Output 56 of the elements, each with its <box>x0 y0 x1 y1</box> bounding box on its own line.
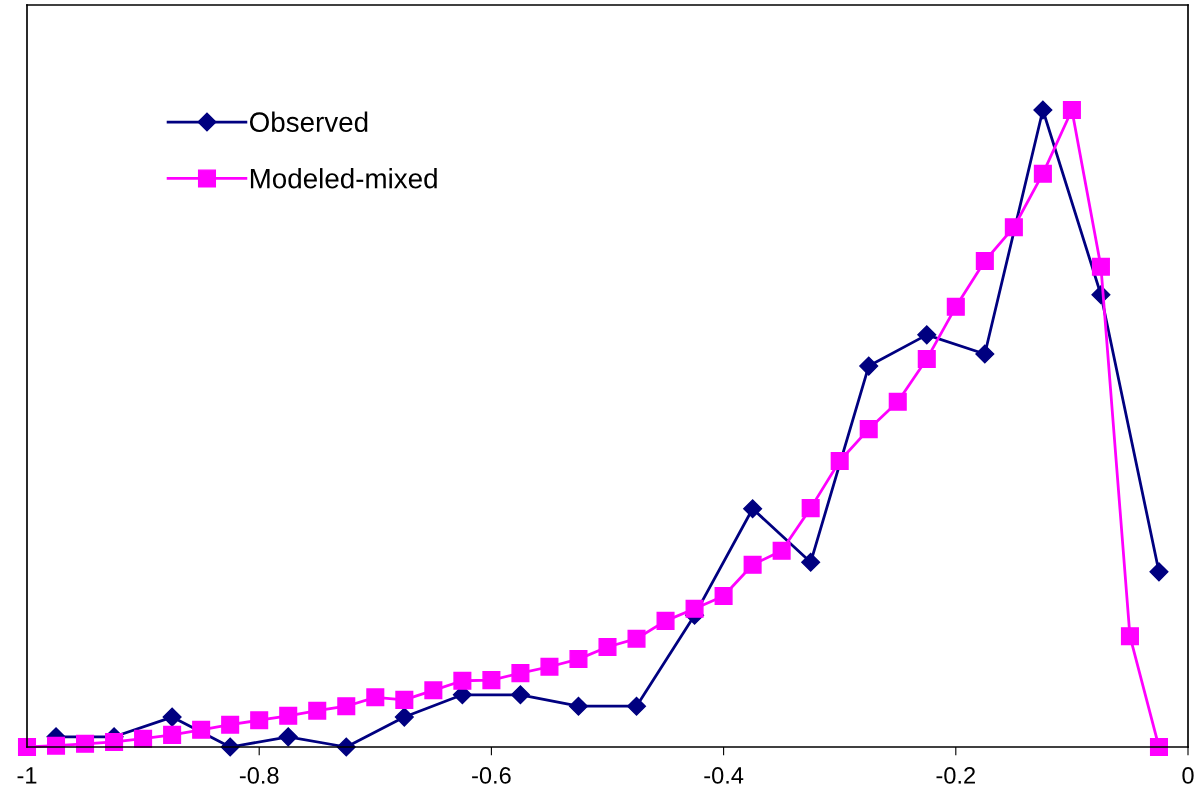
point <box>394 707 414 727</box>
x-tick-label: -0.2 <box>936 767 975 784</box>
point <box>250 711 269 730</box>
x-tick-label: 0 <box>1182 767 1194 784</box>
point <box>395 690 414 709</box>
point <box>337 697 356 716</box>
point <box>1149 562 1169 582</box>
point <box>568 696 589 716</box>
legend-label: Observed <box>249 111 368 133</box>
point <box>453 671 472 690</box>
point <box>627 629 646 648</box>
point <box>1033 100 1053 120</box>
point <box>17 737 37 757</box>
point <box>598 637 617 657</box>
point <box>801 499 820 518</box>
point <box>656 611 675 630</box>
point <box>975 251 994 270</box>
point <box>308 701 327 720</box>
x-tick-label: -0.6 <box>472 767 511 784</box>
point <box>946 297 965 316</box>
point <box>163 725 182 744</box>
point <box>743 555 762 574</box>
point <box>888 392 907 411</box>
point <box>482 671 501 690</box>
point <box>917 350 936 369</box>
point <box>626 696 647 716</box>
point <box>569 650 588 669</box>
point <box>278 727 298 747</box>
point <box>830 451 849 471</box>
point <box>801 552 821 572</box>
point <box>1091 257 1110 276</box>
point <box>772 541 791 560</box>
point <box>859 420 878 439</box>
point <box>685 599 704 618</box>
point <box>1062 100 1081 120</box>
point <box>162 707 182 727</box>
legend-label: Modeled-mixed <box>250 168 437 189</box>
point <box>1033 164 1052 183</box>
point <box>1004 218 1023 237</box>
point <box>917 325 937 345</box>
point <box>975 344 995 364</box>
point <box>714 587 733 606</box>
point <box>424 681 443 700</box>
point <box>511 664 530 683</box>
point <box>1120 627 1139 646</box>
point <box>366 688 385 707</box>
point <box>743 499 763 519</box>
point <box>510 685 530 705</box>
x-tick-label: -0.8 <box>239 767 279 784</box>
point <box>221 715 240 734</box>
x-tick-label: -1 <box>17 767 37 784</box>
point <box>540 657 559 676</box>
point <box>859 356 879 376</box>
point <box>192 720 211 739</box>
x-tick-label: -0.4 <box>704 767 744 784</box>
point <box>279 706 298 725</box>
